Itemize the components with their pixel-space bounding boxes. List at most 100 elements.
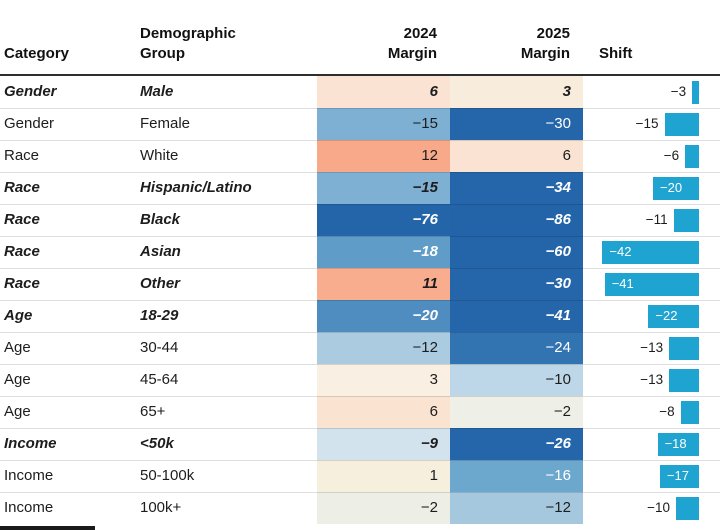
shift-label: −3 (670, 84, 687, 99)
shift-label: −13 (640, 340, 664, 355)
category-cell: Age (4, 307, 33, 324)
margin-2025-cell: −60 (450, 236, 583, 268)
shift-label: −13 (640, 372, 664, 387)
header-shift: Shift (599, 45, 633, 62)
category-cell: Income (4, 467, 54, 484)
table-row: Race Asian −18 −60 −42 (0, 236, 720, 268)
group-cell: Hispanic/Latino (140, 179, 252, 196)
header-2024-margin: 2024 Margin (387, 25, 437, 62)
row-separator (0, 364, 720, 365)
shift-label: −8 (659, 404, 675, 419)
table-row: Income <50k −9 −26 −18 (0, 428, 720, 460)
margin-2025-cell: −41 (450, 300, 583, 332)
shift-bar (653, 176, 699, 200)
shift-label: −11 (645, 212, 668, 227)
category-cell: Age (4, 371, 31, 388)
table-row: Age 18-29 −20 −41 −22 (0, 300, 720, 332)
table-header: Category Demographic Group 2024 Margin 2… (0, 0, 720, 74)
group-cell: <50k (140, 435, 174, 452)
shift-bar (648, 304, 699, 328)
row-separator (0, 108, 720, 109)
margin-2025-cell: −86 (450, 204, 583, 236)
margin-2025-cell: −2 (450, 396, 583, 428)
shift-cell (583, 396, 720, 428)
group-cell: Black (140, 211, 181, 228)
margin-2025-cell: −10 (450, 364, 583, 396)
category-cell: Gender (4, 83, 57, 100)
row-separator (0, 140, 720, 141)
margin-2025-cell: −30 (450, 268, 583, 300)
shift-label: −15 (635, 116, 659, 131)
margin-2024-cell: −2 (317, 492, 450, 524)
margin-2024-cell: −15 (317, 172, 450, 204)
row-separator (0, 236, 720, 237)
group-cell: Asian (140, 243, 181, 260)
shift-cell (583, 140, 720, 172)
category-cell: Race (4, 147, 40, 164)
category-cell: Age (4, 339, 31, 356)
margin-2024-cell: −20 (317, 300, 450, 332)
shift-label: −6 (663, 148, 680, 163)
shift-bar (680, 400, 699, 424)
category-cell: Race (4, 243, 40, 260)
category-cell: Income (4, 435, 57, 452)
row-separator (0, 428, 720, 429)
row-separator (0, 268, 720, 269)
category-cell: Race (4, 211, 40, 228)
margin-2024-cell: −18 (317, 236, 450, 268)
shift-cell (583, 76, 720, 108)
table-row: Age 45-64 3 −10 −13 (0, 364, 720, 396)
table-row: Gender Female −15 −30 −15 (0, 108, 720, 140)
category-cell: Income (4, 499, 54, 516)
table-row: Gender Male 6 3 −3 (0, 76, 720, 108)
header-2025-margin: 2025 Margin (520, 25, 570, 62)
margin-2025-cell: 3 (450, 76, 583, 108)
category-cell: Gender (4, 115, 55, 132)
shift-bar (669, 336, 699, 360)
table-body: Gender Male 6 3 −3 Gender Female −15 −30… (0, 76, 720, 524)
group-cell: 45-64 (140, 371, 179, 388)
group-cell: 65+ (140, 403, 166, 420)
shift-bar (604, 272, 699, 296)
shift-bar (659, 464, 699, 488)
group-cell: Female (140, 115, 191, 132)
header-rule (0, 74, 720, 76)
margin-2025-cell: −12 (450, 492, 583, 524)
group-cell: 18-29 (140, 307, 179, 324)
shift-bar (602, 240, 699, 264)
margin-2024-cell: 6 (317, 396, 450, 428)
margin-2025-cell: −34 (450, 172, 583, 204)
category-cell: Race (4, 275, 40, 292)
row-separator (0, 332, 720, 333)
row-separator (0, 460, 720, 461)
margin-2024-cell: 12 (317, 140, 450, 172)
group-cell: Male (140, 83, 174, 100)
category-cell: Race (4, 179, 40, 196)
row-separator (0, 396, 720, 397)
margin-2025-cell: −26 (450, 428, 583, 460)
shift-bar (676, 496, 699, 520)
group-cell: 100k+ (140, 499, 182, 516)
shift-bar (692, 80, 699, 104)
bottom-rule-stub (0, 526, 95, 530)
header-demographic-group: Demographic Group (140, 25, 236, 62)
table-row: Race Other 11 −30 −41 (0, 268, 720, 300)
shift-bar (657, 432, 699, 456)
shift-bar (664, 112, 699, 136)
margin-2024-cell: 6 (317, 76, 450, 108)
shift-label: −22 (655, 308, 678, 323)
category-cell: Age (4, 403, 31, 420)
row-separator (0, 204, 720, 205)
margin-2024-cell: 11 (317, 268, 450, 300)
shift-bar (669, 368, 699, 392)
table-row: Race White 12 6 −6 (0, 140, 720, 172)
table-row: Age 65+ 6 −2 −8 (0, 396, 720, 428)
margin-2024-cell: −76 (317, 204, 450, 236)
table-row: Income 50-100k 1 −16 −17 (0, 460, 720, 492)
group-cell: Other (140, 275, 181, 292)
shift-label: −42 (609, 244, 632, 259)
shift-cell (583, 460, 720, 492)
shift-label: −17 (666, 468, 689, 483)
shift-label: −20 (660, 180, 683, 195)
